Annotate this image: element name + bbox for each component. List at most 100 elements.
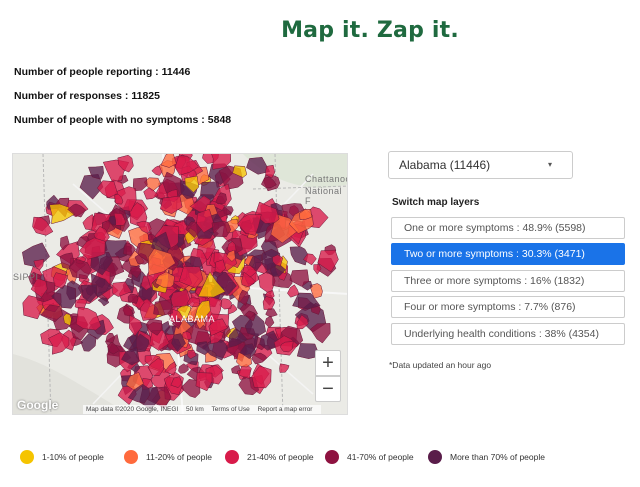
county-shape xyxy=(88,165,104,180)
county-shape xyxy=(238,363,252,380)
county-shape xyxy=(48,332,70,355)
county-shape xyxy=(228,328,248,348)
county-shape xyxy=(178,266,204,289)
county-shape xyxy=(182,331,193,341)
layer-two-or-more-symptoms[interactable]: Two or more symptoms : 30.3% (3471) xyxy=(391,243,625,265)
layer-three-or-more-symptoms[interactable]: Three or more symptoms : 16% (1832) xyxy=(391,270,625,292)
county-shape xyxy=(51,284,77,309)
county-shape xyxy=(178,363,189,374)
legend-swatch xyxy=(325,450,339,464)
county-shape xyxy=(164,361,177,376)
county-shape xyxy=(153,299,173,316)
county-shape xyxy=(67,203,87,218)
county-shape xyxy=(155,271,175,288)
terms-link[interactable]: Terms of Use xyxy=(211,406,250,413)
county-shape xyxy=(90,251,114,276)
county-shape xyxy=(309,283,323,299)
county-shape xyxy=(214,259,226,274)
county-shape xyxy=(287,284,300,298)
county-shape xyxy=(143,187,159,200)
county-shape xyxy=(280,341,294,353)
county-shape xyxy=(317,249,339,273)
county-shape xyxy=(40,304,63,323)
report-error-link[interactable]: Report a map error xyxy=(257,406,313,413)
county-shape xyxy=(246,157,271,175)
county-shape xyxy=(244,310,256,322)
county-shape xyxy=(251,365,272,389)
legend-swatch xyxy=(225,450,239,464)
county-shape xyxy=(113,193,124,205)
layer-one-or-more-symptoms[interactable]: One or more symptoms : 48.9% (5598) xyxy=(391,217,625,239)
layer-underlying-health-conditions[interactable]: Underlying health conditions : 38% (4354… xyxy=(391,323,625,345)
map-label-mississippi: SIPPI xyxy=(13,272,39,282)
stat-no-symptoms: Number of people with no symptoms :5848 xyxy=(14,114,232,126)
county-shape xyxy=(132,177,148,191)
county-shape xyxy=(63,313,72,326)
county-shape xyxy=(289,269,310,287)
county-shape xyxy=(127,383,151,404)
county-shape xyxy=(127,293,139,304)
zoom-in-button[interactable]: + xyxy=(315,350,341,376)
county-shape xyxy=(196,208,215,233)
county-shape xyxy=(211,154,231,170)
county-shape xyxy=(171,318,182,330)
county-shape xyxy=(261,248,281,271)
data-updated-note: *Data updated an hour ago xyxy=(389,360,492,370)
county-shape xyxy=(289,246,309,266)
stats-panel: Number of people reporting :11446 Number… xyxy=(14,66,231,138)
county-layer xyxy=(13,154,347,414)
county-shape xyxy=(170,376,183,388)
county-shape xyxy=(80,333,97,352)
county-shape xyxy=(232,165,248,178)
county-shape xyxy=(174,155,199,176)
county-shape xyxy=(112,281,132,297)
county-shape xyxy=(208,318,228,337)
google-logo: Google xyxy=(17,398,59,412)
county-shape xyxy=(248,254,262,271)
legend-swatch xyxy=(124,450,138,464)
chevron-down-icon: ▾ xyxy=(547,160,552,169)
county-shape xyxy=(239,343,257,360)
county-shape xyxy=(187,349,197,360)
county-shape xyxy=(32,216,54,236)
county-shape xyxy=(195,372,213,392)
county-shape xyxy=(292,292,321,310)
county-shape xyxy=(128,333,150,353)
county-shape xyxy=(149,330,170,351)
county-shape xyxy=(254,201,280,224)
county-shape xyxy=(251,352,268,365)
state-select-value: Alabama (11446) xyxy=(399,158,491,172)
zoom-out-button[interactable]: − xyxy=(315,376,341,402)
county-shape xyxy=(147,358,165,377)
county-shape xyxy=(215,192,227,205)
county-shape xyxy=(186,297,200,308)
county-shape xyxy=(160,195,183,214)
stat-people-reporting: Number of people reporting :11446 xyxy=(14,66,191,78)
county-shape xyxy=(60,235,70,251)
layer-four-or-more-symptoms[interactable]: Four or more symptoms : 7.7% (876) xyxy=(391,296,625,318)
county-shape xyxy=(196,341,210,355)
map-attribution: Map data ©2020 Google, INEGI 50 km Terms… xyxy=(83,405,322,414)
county-shape xyxy=(303,253,317,266)
county-shape xyxy=(265,164,276,179)
county-shape xyxy=(130,266,142,279)
county-shape xyxy=(262,296,276,310)
county-shape xyxy=(238,289,249,306)
county-shape xyxy=(107,341,120,355)
county-shape xyxy=(310,323,331,344)
map-label-chattanooga: Chattanoo xyxy=(305,174,348,184)
map-label-alabama: ALABAMA xyxy=(169,314,216,324)
county-shape xyxy=(79,237,106,260)
county-shape xyxy=(30,277,48,298)
county-shape xyxy=(260,176,277,189)
stat-responses: Number of responses :11825 xyxy=(14,90,160,102)
legend-swatch xyxy=(20,450,34,464)
scale-label: 50 km xyxy=(186,406,204,413)
county-shape xyxy=(226,249,236,262)
county-shape xyxy=(237,214,262,236)
county-shape xyxy=(272,254,284,267)
county-shape xyxy=(313,264,322,275)
map-canvas[interactable]: Chattanoo National F SIPPI ALABAMA + − G… xyxy=(12,153,348,415)
county-shape xyxy=(113,212,126,226)
state-select[interactable]: Alabama (11446) ▾ xyxy=(388,151,573,179)
